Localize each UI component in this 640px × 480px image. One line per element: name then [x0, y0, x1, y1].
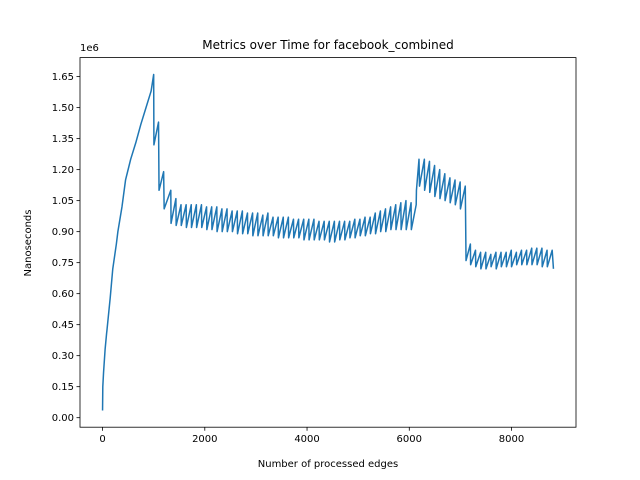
- y-tick-label: 1.05: [52, 196, 74, 207]
- y-tick-label: 0.15: [52, 382, 74, 393]
- y-tick-label: 0.75: [52, 258, 74, 269]
- x-tick-label: 6000: [397, 434, 422, 445]
- y-tick-label: 0.90: [52, 227, 74, 238]
- plot-frame: [79, 57, 577, 428]
- x-tick-label: 8000: [499, 434, 524, 445]
- x-tick-label: 2000: [192, 434, 217, 445]
- x-axis-label: Number of processed edges: [258, 459, 398, 470]
- data-line: [101, 73, 555, 411]
- x-tick-label: 0: [99, 434, 105, 445]
- y-tick-label: 1.35: [52, 134, 74, 145]
- chart-title: Metrics over Time for facebook_combined: [202, 38, 453, 52]
- y-offset-label: 1e6: [80, 43, 99, 54]
- y-axis-label: Nanoseconds: [23, 210, 34, 277]
- x-tick-label: 4000: [294, 434, 319, 445]
- y-tick-label: 1.65: [52, 72, 74, 83]
- y-tick-label: 1.50: [52, 103, 74, 114]
- y-tick-label: 1.20: [52, 165, 74, 176]
- y-tick-label: 0.30: [52, 351, 74, 362]
- y-tick-label: 0.45: [52, 320, 74, 331]
- y-tick-label: 0.00: [52, 413, 74, 424]
- y-tick-label: 0.60: [52, 289, 74, 300]
